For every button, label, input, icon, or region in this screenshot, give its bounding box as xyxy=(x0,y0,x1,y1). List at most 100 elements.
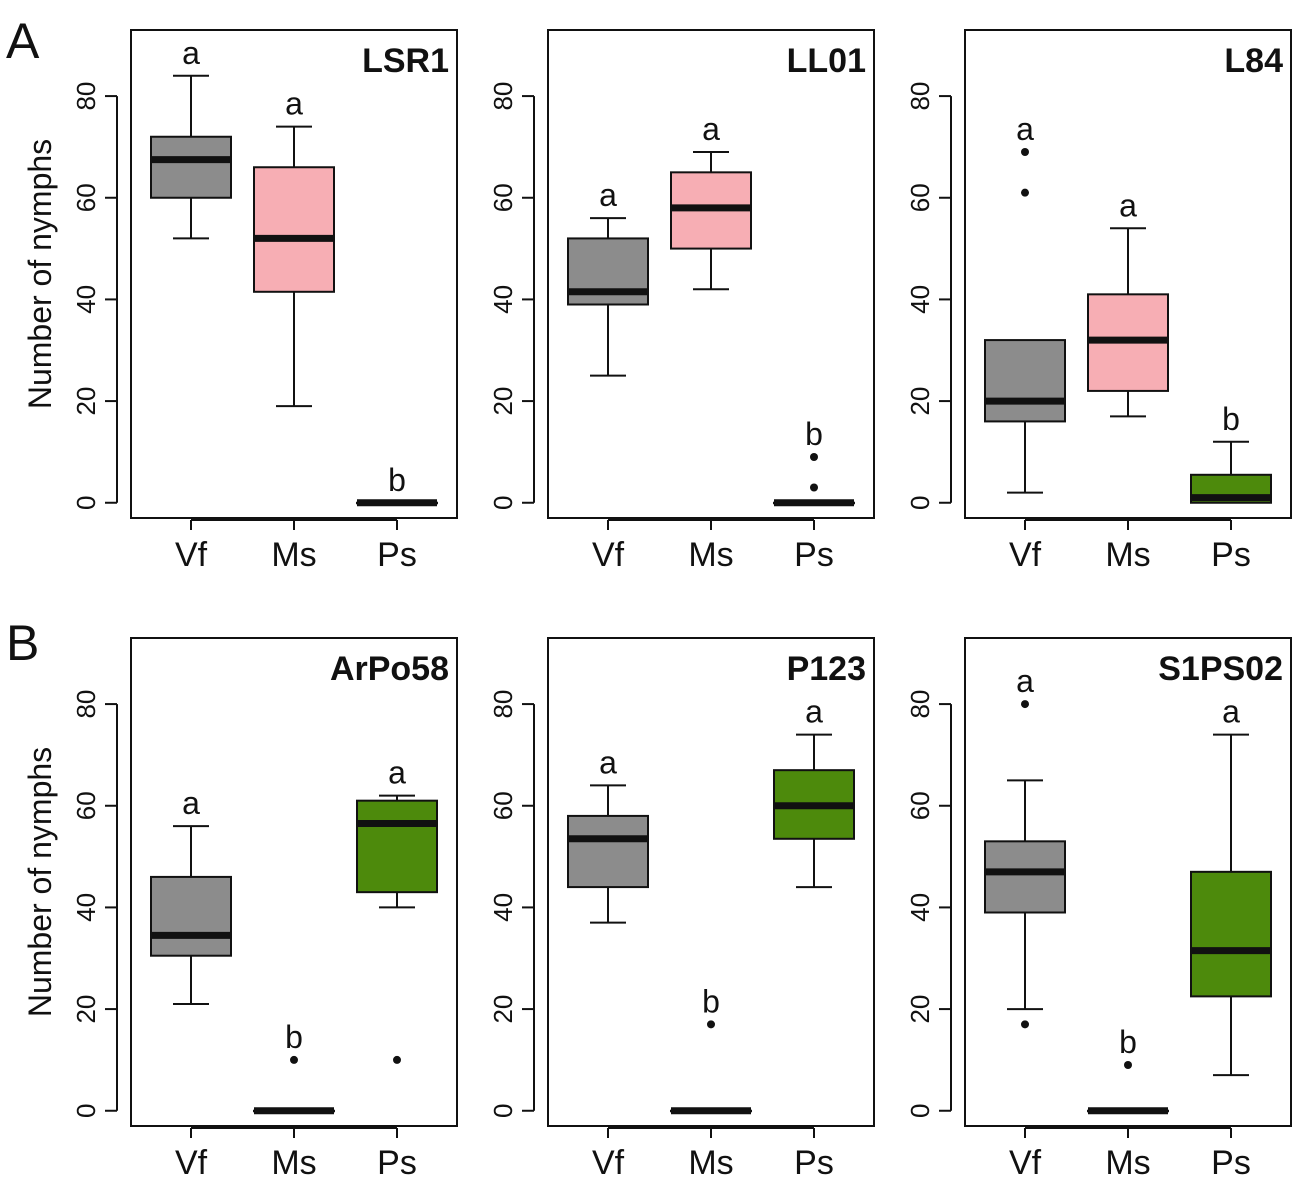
outlier-point xyxy=(1021,1020,1029,1029)
significance-letter: a xyxy=(1119,187,1137,223)
chart-panel-lsr1: LSR1 0 20 40 60 80 Number of nymphs Vf Ms Ps a a b xyxy=(22,29,458,574)
box-vf: a xyxy=(567,744,649,924)
box-ps: b xyxy=(1190,401,1272,504)
box-iqr xyxy=(984,339,1066,423)
outlier-point xyxy=(810,483,818,492)
significance-letter: b xyxy=(702,983,720,1019)
x-tick-label: Vf xyxy=(1009,536,1042,574)
y-tick-label: 80 xyxy=(488,690,518,719)
y-tick-label: 60 xyxy=(905,791,935,820)
significance-letter: a xyxy=(182,785,200,821)
outlier-point xyxy=(290,1055,298,1064)
y-tick-label: 0 xyxy=(905,1104,935,1118)
chart-panel-s1ps02: S1PS02 0 20 40 60 80 Vf Ms Ps a b a xyxy=(905,637,1292,1182)
y-tick-label: 20 xyxy=(71,995,101,1024)
box-vf: a xyxy=(567,177,649,377)
y-tick-label: 40 xyxy=(488,893,518,922)
box-iqr xyxy=(150,875,232,957)
outlier-point xyxy=(707,1020,715,1029)
x-tick-label: Ms xyxy=(271,536,316,574)
x-tick-label: Ms xyxy=(271,1144,316,1182)
x-tick-label: Vf xyxy=(175,536,208,574)
x-tick-label: Ps xyxy=(794,536,834,574)
chart-panel-p123: P123 0 20 40 60 80 Vf Ms Ps a b a xyxy=(488,637,875,1182)
x-tick-label: Ps xyxy=(794,1144,834,1182)
chart-title: P123 xyxy=(787,650,866,688)
significance-letter: a xyxy=(388,755,406,791)
box-ms: a xyxy=(1087,187,1169,418)
y-tick-label: 80 xyxy=(905,82,935,111)
y-tick-label: 20 xyxy=(71,387,101,416)
box-ms: b xyxy=(253,1019,335,1115)
y-axis-title: Number of nymphs xyxy=(22,747,58,1017)
significance-letter: b xyxy=(388,462,406,498)
x-tick-label: Ps xyxy=(1211,536,1251,574)
significance-letter: a xyxy=(599,177,617,213)
x-tick-label: Vf xyxy=(175,1144,208,1182)
outlier-point xyxy=(1021,188,1029,197)
x-tick-label: Ms xyxy=(688,536,733,574)
box-vf: a xyxy=(984,111,1066,494)
chart-title: ArPo58 xyxy=(330,650,449,688)
x-tick-label: Ps xyxy=(1211,1144,1251,1182)
x-tick-label: Ms xyxy=(1105,1144,1150,1182)
y-tick-label: 60 xyxy=(71,183,101,212)
significance-letter: a xyxy=(285,86,303,122)
plot-frame xyxy=(964,637,1292,1127)
y-tick-label: 0 xyxy=(71,496,101,510)
significance-letter: b xyxy=(805,416,823,452)
x-tick-label: Vf xyxy=(592,536,625,574)
x-tick-label: Ps xyxy=(377,536,417,574)
y-tick-label: 0 xyxy=(71,1104,101,1118)
y-tick-label: 60 xyxy=(488,791,518,820)
box-ms: b xyxy=(670,983,752,1115)
chart-title: LSR1 xyxy=(362,42,449,80)
y-tick-label: 60 xyxy=(905,183,935,212)
y-tick-label: 80 xyxy=(71,82,101,111)
significance-letter: a xyxy=(702,111,720,147)
box-vf: a xyxy=(150,785,232,1005)
y-axis-title: Number of nymphs xyxy=(22,139,58,409)
y-tick-label: 80 xyxy=(71,690,101,719)
box-ps: b xyxy=(773,416,855,507)
box-vf: a xyxy=(150,35,232,240)
box-iqr xyxy=(1190,870,1272,998)
y-tick-label: 0 xyxy=(488,1104,518,1118)
chart-title: LL01 xyxy=(787,42,866,80)
significance-letter: b xyxy=(1222,401,1240,437)
plot-frame xyxy=(964,29,1292,519)
box-ms: a xyxy=(253,86,335,408)
plot-frame xyxy=(547,29,875,519)
significance-letter: a xyxy=(1016,663,1034,699)
y-tick-label: 80 xyxy=(905,690,935,719)
box-ps: a xyxy=(1190,694,1272,1077)
box-ps: b xyxy=(356,462,438,507)
box-ps: a xyxy=(356,755,438,1064)
box-iqr xyxy=(984,840,1066,914)
y-tick-label: 40 xyxy=(488,285,518,314)
plot-frame xyxy=(130,637,458,1127)
x-tick-label: Ms xyxy=(688,1144,733,1182)
chart-panel-ll01: LL01 0 20 40 60 80 Vf Ms Ps a a b xyxy=(488,29,875,574)
x-tick-label: Vf xyxy=(592,1144,625,1182)
y-tick-label: 20 xyxy=(488,995,518,1024)
significance-letter: b xyxy=(285,1019,303,1055)
y-tick-label: 40 xyxy=(71,285,101,314)
chart-title: L84 xyxy=(1224,42,1283,80)
outlier-point xyxy=(1124,1061,1132,1069)
box-ms: b xyxy=(1087,1024,1169,1115)
x-tick-label: Ms xyxy=(1105,536,1150,574)
panel-label-b: B xyxy=(6,615,39,671)
y-tick-label: 20 xyxy=(905,995,935,1024)
y-tick-label: 40 xyxy=(905,285,935,314)
box-ps: a xyxy=(773,694,855,889)
y-tick-label: 80 xyxy=(488,82,518,111)
chart-panel-arpo58: ArPo58 0 20 40 60 80 Number of nymphs Vf Ms Ps a b a xyxy=(22,637,458,1182)
outlier-point xyxy=(393,1055,401,1064)
box-iqr xyxy=(150,135,232,199)
significance-letter: a xyxy=(1016,111,1034,147)
chart-title: S1PS02 xyxy=(1158,650,1283,688)
y-tick-label: 20 xyxy=(905,387,935,416)
